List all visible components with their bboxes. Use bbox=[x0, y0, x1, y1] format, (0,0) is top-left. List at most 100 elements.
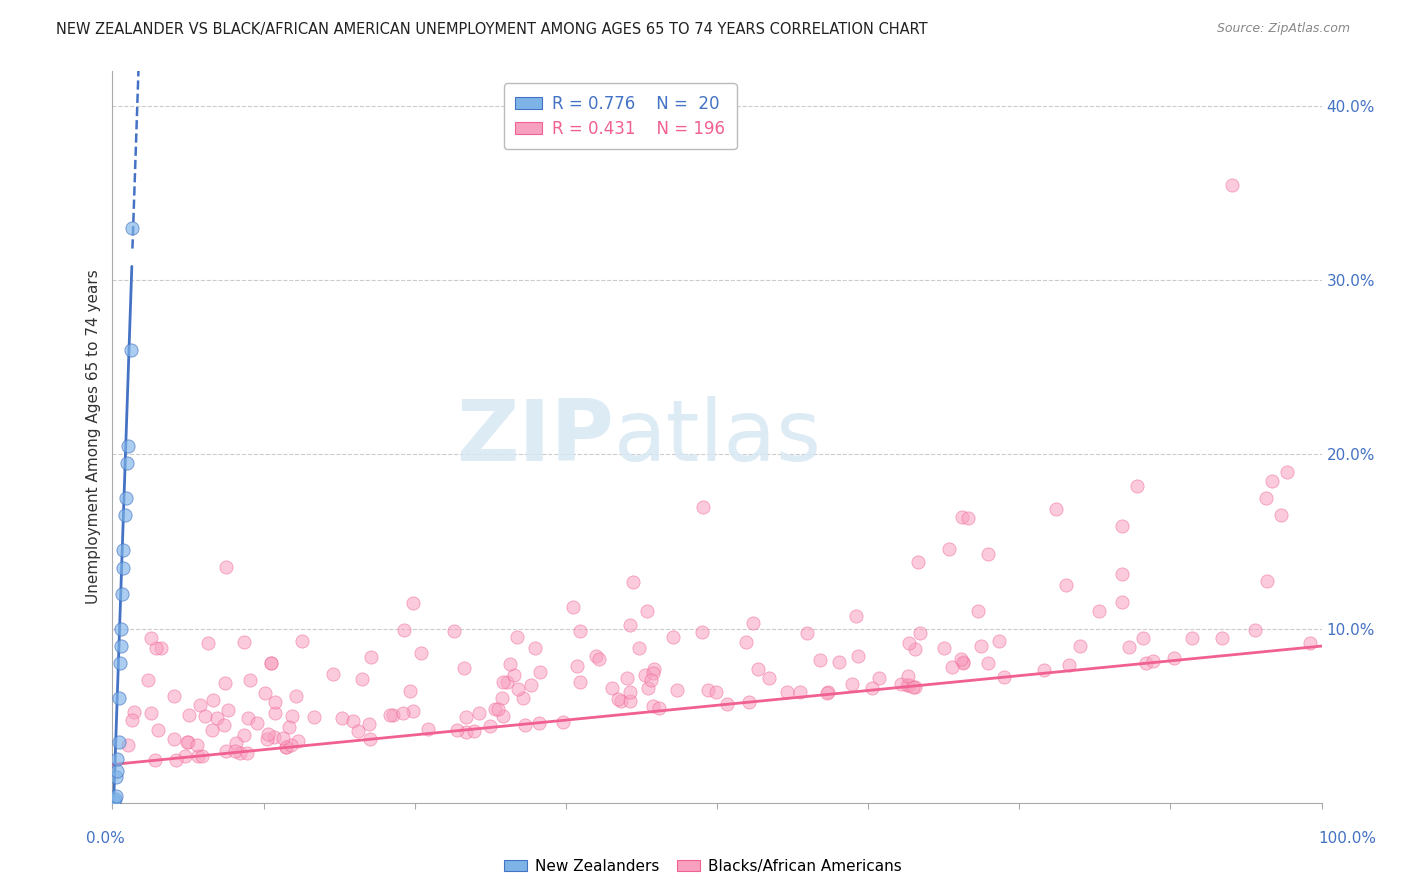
Point bbox=[257, 727, 280, 741]
Point bbox=[910, 626, 932, 640]
Y-axis label: Unemployment Among Ages 65 to 74 years: Unemployment Among Ages 65 to 74 years bbox=[86, 269, 101, 605]
Point bbox=[738, 695, 761, 709]
Point bbox=[868, 671, 890, 685]
Point bbox=[1054, 578, 1077, 592]
Point bbox=[394, 623, 416, 637]
Point bbox=[1111, 518, 1133, 533]
Point bbox=[238, 710, 260, 724]
Point bbox=[163, 731, 186, 746]
Point bbox=[696, 683, 718, 698]
Point bbox=[898, 678, 921, 692]
Point bbox=[561, 599, 583, 614]
Point bbox=[124, 706, 146, 720]
Point bbox=[453, 661, 475, 675]
Point bbox=[399, 684, 422, 698]
Point bbox=[112, 543, 135, 558]
Point bbox=[1057, 658, 1080, 673]
Point bbox=[619, 685, 641, 699]
Point bbox=[456, 710, 478, 724]
Point bbox=[117, 439, 139, 453]
Point bbox=[588, 652, 610, 666]
Point bbox=[187, 748, 209, 763]
Point bbox=[197, 636, 219, 650]
Point bbox=[789, 685, 811, 699]
Point bbox=[104, 792, 127, 806]
Point bbox=[418, 722, 440, 736]
Point bbox=[492, 709, 515, 723]
Point bbox=[1270, 508, 1292, 523]
Point bbox=[402, 704, 425, 718]
Point bbox=[1163, 651, 1185, 665]
Point bbox=[360, 649, 382, 664]
Point bbox=[637, 681, 659, 695]
Point bbox=[600, 681, 623, 695]
Point bbox=[949, 652, 972, 666]
Point bbox=[1088, 604, 1111, 618]
Point bbox=[845, 609, 868, 624]
Point bbox=[174, 748, 197, 763]
Point bbox=[758, 671, 780, 685]
Point bbox=[1135, 656, 1157, 670]
Point bbox=[139, 706, 162, 721]
Point bbox=[1111, 595, 1133, 609]
Point bbox=[391, 706, 413, 720]
Point bbox=[716, 697, 738, 711]
Point bbox=[229, 746, 252, 760]
Point bbox=[260, 656, 283, 670]
Point bbox=[1181, 631, 1204, 645]
Point bbox=[565, 659, 588, 673]
Point bbox=[263, 706, 285, 721]
Point bbox=[446, 723, 468, 737]
Point bbox=[105, 789, 128, 803]
Point bbox=[322, 667, 344, 681]
Point bbox=[202, 693, 225, 707]
Text: ZIP: ZIP bbox=[457, 395, 614, 479]
Point bbox=[815, 686, 838, 700]
Point bbox=[1069, 639, 1091, 653]
Point bbox=[666, 682, 689, 697]
Point bbox=[330, 711, 353, 725]
Point bbox=[846, 648, 869, 663]
Point bbox=[1125, 479, 1147, 493]
Point bbox=[225, 736, 247, 750]
Point bbox=[987, 633, 1010, 648]
Text: Source: ZipAtlas.com: Source: ZipAtlas.com bbox=[1216, 22, 1350, 36]
Point bbox=[1045, 502, 1067, 516]
Point bbox=[506, 682, 529, 697]
Point bbox=[105, 764, 128, 779]
Point bbox=[105, 770, 128, 784]
Point bbox=[641, 699, 664, 714]
Point bbox=[1118, 640, 1140, 654]
Point bbox=[239, 673, 262, 687]
Point bbox=[179, 707, 201, 722]
Point bbox=[704, 685, 727, 699]
Point bbox=[627, 640, 650, 655]
Point bbox=[342, 714, 364, 729]
Point bbox=[692, 624, 714, 639]
Point bbox=[121, 714, 143, 728]
Point bbox=[107, 691, 129, 706]
Point bbox=[491, 691, 513, 706]
Point bbox=[287, 734, 309, 748]
Point bbox=[993, 670, 1015, 684]
Point bbox=[163, 689, 186, 703]
Point bbox=[121, 221, 143, 235]
Point bbox=[468, 706, 491, 720]
Point bbox=[224, 744, 246, 758]
Point bbox=[233, 728, 256, 742]
Point bbox=[619, 618, 641, 632]
Text: 0.0%: 0.0% bbox=[86, 831, 125, 846]
Point bbox=[1220, 178, 1243, 192]
Point bbox=[463, 724, 485, 739]
Point bbox=[378, 708, 401, 723]
Point bbox=[1244, 623, 1267, 637]
Point bbox=[496, 674, 519, 689]
Point bbox=[143, 753, 166, 767]
Point bbox=[274, 740, 297, 755]
Point bbox=[952, 657, 974, 671]
Point bbox=[454, 724, 477, 739]
Point bbox=[139, 631, 162, 645]
Point bbox=[115, 456, 138, 470]
Point bbox=[499, 657, 522, 672]
Point bbox=[214, 675, 236, 690]
